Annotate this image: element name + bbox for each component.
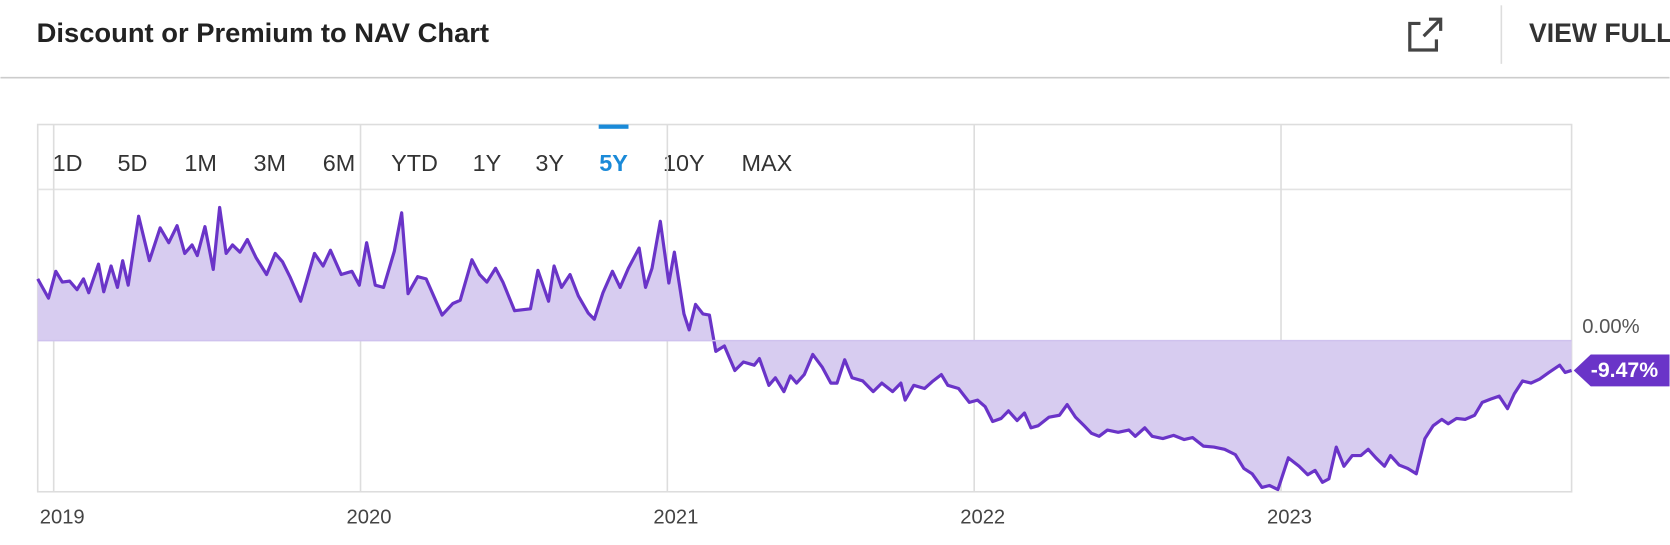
icon-arrow bbox=[1422, 17, 1443, 38]
range-button[interactable]: 10Y bbox=[663, 150, 705, 176]
area-fill bbox=[37, 207, 1572, 490]
range-button[interactable]: 1M bbox=[184, 150, 217, 176]
range-button[interactable]: 5D bbox=[118, 150, 148, 176]
widget-title: Discount or Premium to NAV Chart bbox=[37, 18, 490, 48]
range-button[interactable]: 5Y bbox=[599, 150, 628, 176]
view-full-button[interactable]: VIEW FULL bbox=[1529, 18, 1670, 48]
y-tick-label: 0.00% bbox=[1582, 316, 1639, 338]
range-button[interactable]: 3M bbox=[254, 150, 287, 176]
x-tick-label: 2023 bbox=[1267, 507, 1312, 529]
icon-box bbox=[1408, 21, 1439, 52]
selected-indicator bbox=[598, 124, 629, 129]
x-tick-label: 2021 bbox=[653, 507, 698, 529]
x-tick-label: 2022 bbox=[960, 507, 1005, 529]
external-link-icon[interactable] bbox=[1408, 17, 1443, 52]
range-button[interactable]: 1Y bbox=[473, 150, 502, 176]
range-button[interactable]: YTD bbox=[391, 150, 438, 176]
x-tick-label: 2020 bbox=[347, 507, 392, 529]
range-button[interactable]: 1D bbox=[53, 150, 83, 176]
range-button[interactable]: 6M bbox=[323, 150, 356, 176]
series-line bbox=[36, 205, 1573, 492]
last-value-badge bbox=[1573, 354, 1670, 387]
x-tick-label: 2019 bbox=[40, 507, 85, 529]
range-button[interactable]: MAX bbox=[742, 150, 793, 176]
range-button[interactable]: 3Y bbox=[535, 150, 564, 176]
last-value-label: -9.47% bbox=[1591, 358, 1658, 382]
